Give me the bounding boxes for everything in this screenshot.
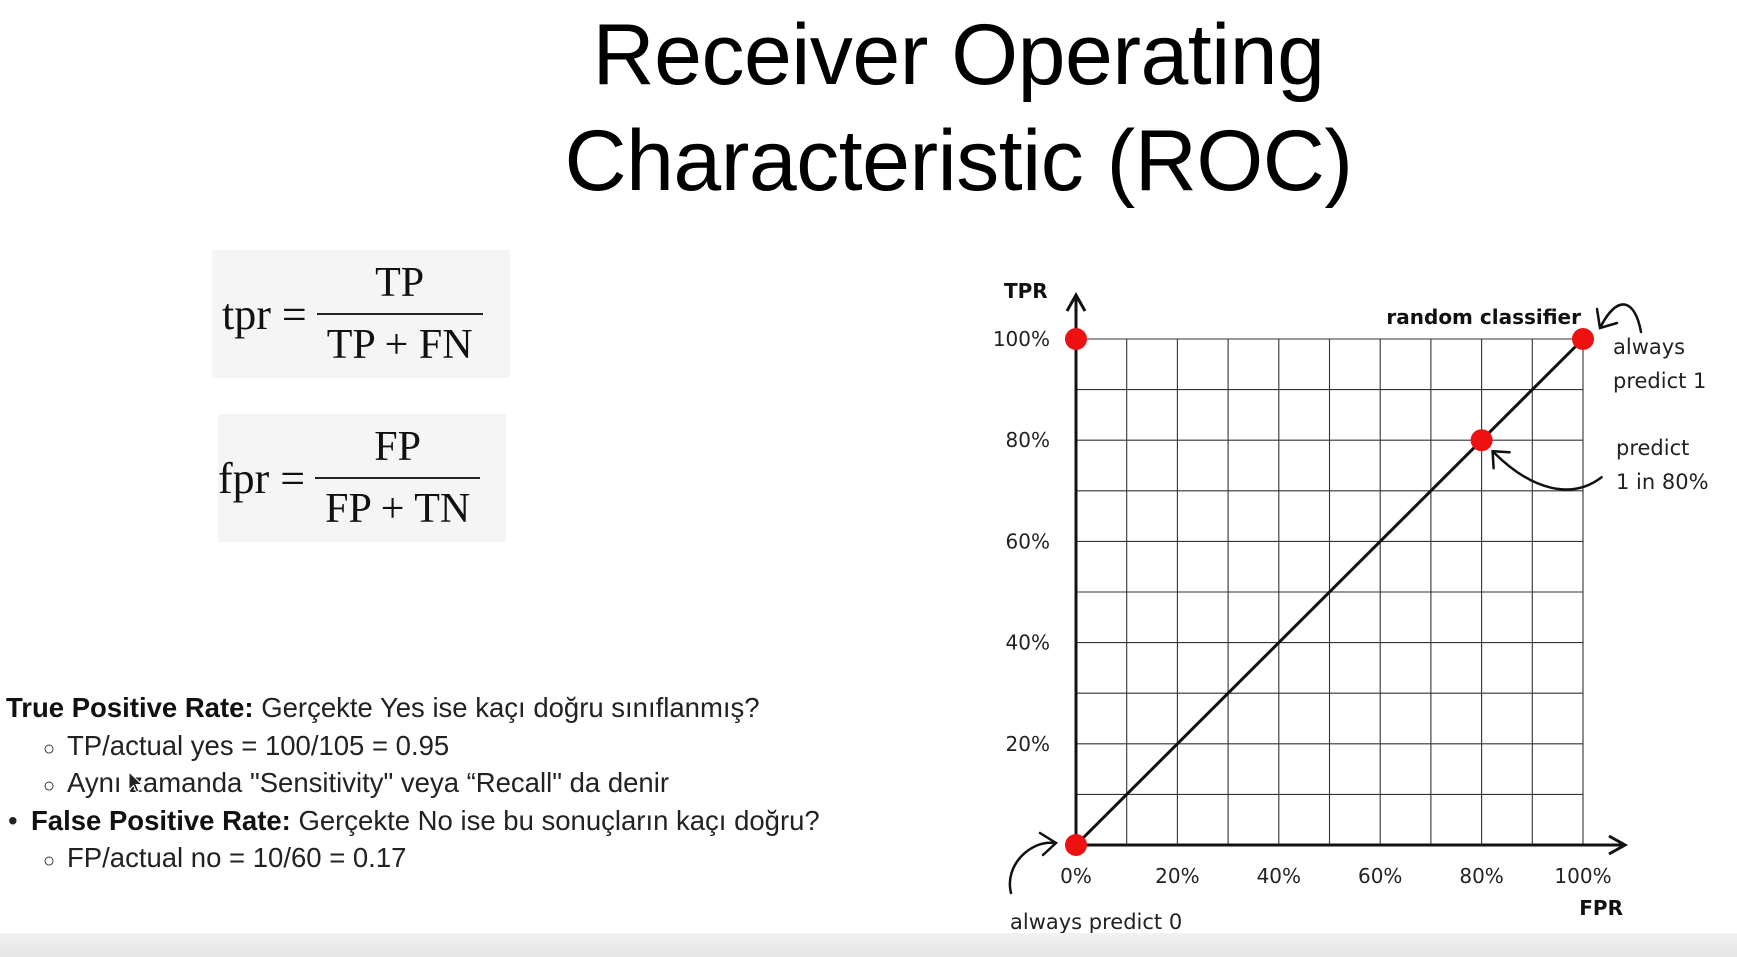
x-tick-label: 20% — [1155, 864, 1199, 888]
slide-title: Receiver Operating Characteristic (ROC) — [0, 2, 1737, 214]
y-tick-label: 40% — [1006, 631, 1050, 655]
note-tpr-alias: ○ Aynı zamanda "Sensitivity" veya “Recall… — [6, 764, 966, 802]
tpr-term: True Positive Rate: — [6, 692, 254, 723]
roc-point — [1065, 328, 1087, 350]
x-tick-label: 100% — [1554, 864, 1611, 888]
fraction-bar — [316, 313, 483, 315]
chart-annotations: random classifier always predict 1 predict 1… — [1010, 305, 1709, 934]
note-fpr: • False Positive Rate: Gerçekte No ise bu… — [6, 802, 966, 840]
fpr-question: Gerçekte No ise bu sonuçların kaçı doğru… — [290, 804, 820, 836]
roc-point — [1572, 328, 1594, 350]
tpr-denominator: TP + FN — [326, 322, 473, 368]
mouse-cursor-icon — [128, 771, 144, 793]
always-predict-0-label: always predict 0 — [1010, 910, 1182, 934]
fpr-denominator: FP + TN — [325, 486, 471, 532]
y-tick-label: 60% — [1006, 529, 1050, 553]
arrow-always-0 — [1008, 841, 1056, 895]
x-tick-label: 0% — [1060, 864, 1092, 888]
arrowhead-icon — [1595, 307, 1619, 330]
arrow-predict-80 — [1492, 450, 1603, 491]
fpr-formula: fpr = FP FP + TN — [218, 414, 506, 542]
random-classifier-label: random classifier — [1386, 305, 1581, 329]
predict-80-label: predict — [1616, 436, 1689, 460]
tpr-alias: Aynı zamanda "Sensitivity" veya “Recall"… — [67, 767, 669, 798]
y-tick-label: 100% — [993, 327, 1050, 351]
x-tick-label: 40% — [1257, 864, 1301, 888]
tpr-formula: tpr = TP TP + FN — [212, 250, 510, 378]
fraction-bar — [315, 477, 481, 479]
tpr-numerator: TP — [375, 260, 425, 306]
bullet-icon: • — [8, 804, 18, 836]
always-predict-1-label: always — [1613, 335, 1685, 359]
notes: True Positive Rate: Gerçekte Yes ise kaç… — [6, 689, 966, 877]
tpr-calc: TP/actual yes = 100/105 = 0.95 — [67, 729, 450, 761]
note-fpr-calc: ○ FP/actual no = 10/60 = 0.17 — [6, 839, 966, 877]
y-tick-label: 80% — [1006, 428, 1050, 452]
y-axis-title: TPR — [1004, 279, 1048, 303]
hollow-bullet-icon: ○ — [43, 775, 56, 797]
note-tpr-calc: ○ TP/actual yes = 100/105 = 0.95 — [6, 727, 966, 765]
title-line-1: Receiver Operating — [592, 7, 1325, 103]
annotation-arrows — [1008, 303, 1643, 895]
random-classifier-line — [1074, 337, 1585, 847]
chart-axes — [1065, 291, 1629, 856]
x-tick-label: 80% — [1459, 864, 1503, 888]
predict-80-label: 1 in 80% — [1616, 470, 1709, 494]
fpr-calc: FP/actual no = 10/60 = 0.17 — [67, 842, 407, 873]
arrow-always-1 — [1599, 303, 1643, 334]
tpr-formula-lhs: tpr = — [222, 289, 307, 339]
title-line-2: Characteristic (ROC) — [564, 113, 1353, 209]
note-tpr: True Positive Rate: Gerçekte Yes ise kaç… — [6, 689, 966, 727]
always-predict-1-label: predict 1 — [1613, 369, 1706, 393]
tpr-question: Gerçekte Yes ise kaçı doğru sınıflanmış? — [253, 692, 760, 723]
arrowhead-icon — [1491, 449, 1511, 470]
chart-tick-labels: TPR FPR 0% 20% 40% 60% 80% 100% 20% 40% 60% 80% 100% — [993, 279, 1623, 920]
roc-point — [1065, 834, 1087, 856]
y-tick-label: 20% — [1006, 732, 1050, 756]
fpr-numerator: FP — [374, 424, 422, 470]
chart-points — [1065, 328, 1594, 856]
hollow-bullet-icon: ○ — [43, 850, 56, 872]
x-axis-title: FPR — [1579, 896, 1623, 920]
tpr-fraction: TP TP + FN — [316, 259, 483, 369]
x-axis-arrow-icon — [1608, 834, 1629, 856]
y-axis-arrow-icon — [1065, 291, 1087, 312]
fpr-term: False Positive Rate: — [31, 804, 291, 836]
fpr-formula-lhs: fpr = — [218, 453, 306, 503]
fpr-fraction: FP FP + TN — [315, 423, 481, 533]
roc-point — [1470, 429, 1493, 452]
hollow-bullet-icon: ○ — [43, 737, 56, 760]
bottom-strip — [0, 933, 1737, 957]
x-tick-label: 60% — [1358, 864, 1402, 888]
chart-series — [1074, 337, 1585, 847]
arrowhead-icon — [1038, 831, 1059, 857]
